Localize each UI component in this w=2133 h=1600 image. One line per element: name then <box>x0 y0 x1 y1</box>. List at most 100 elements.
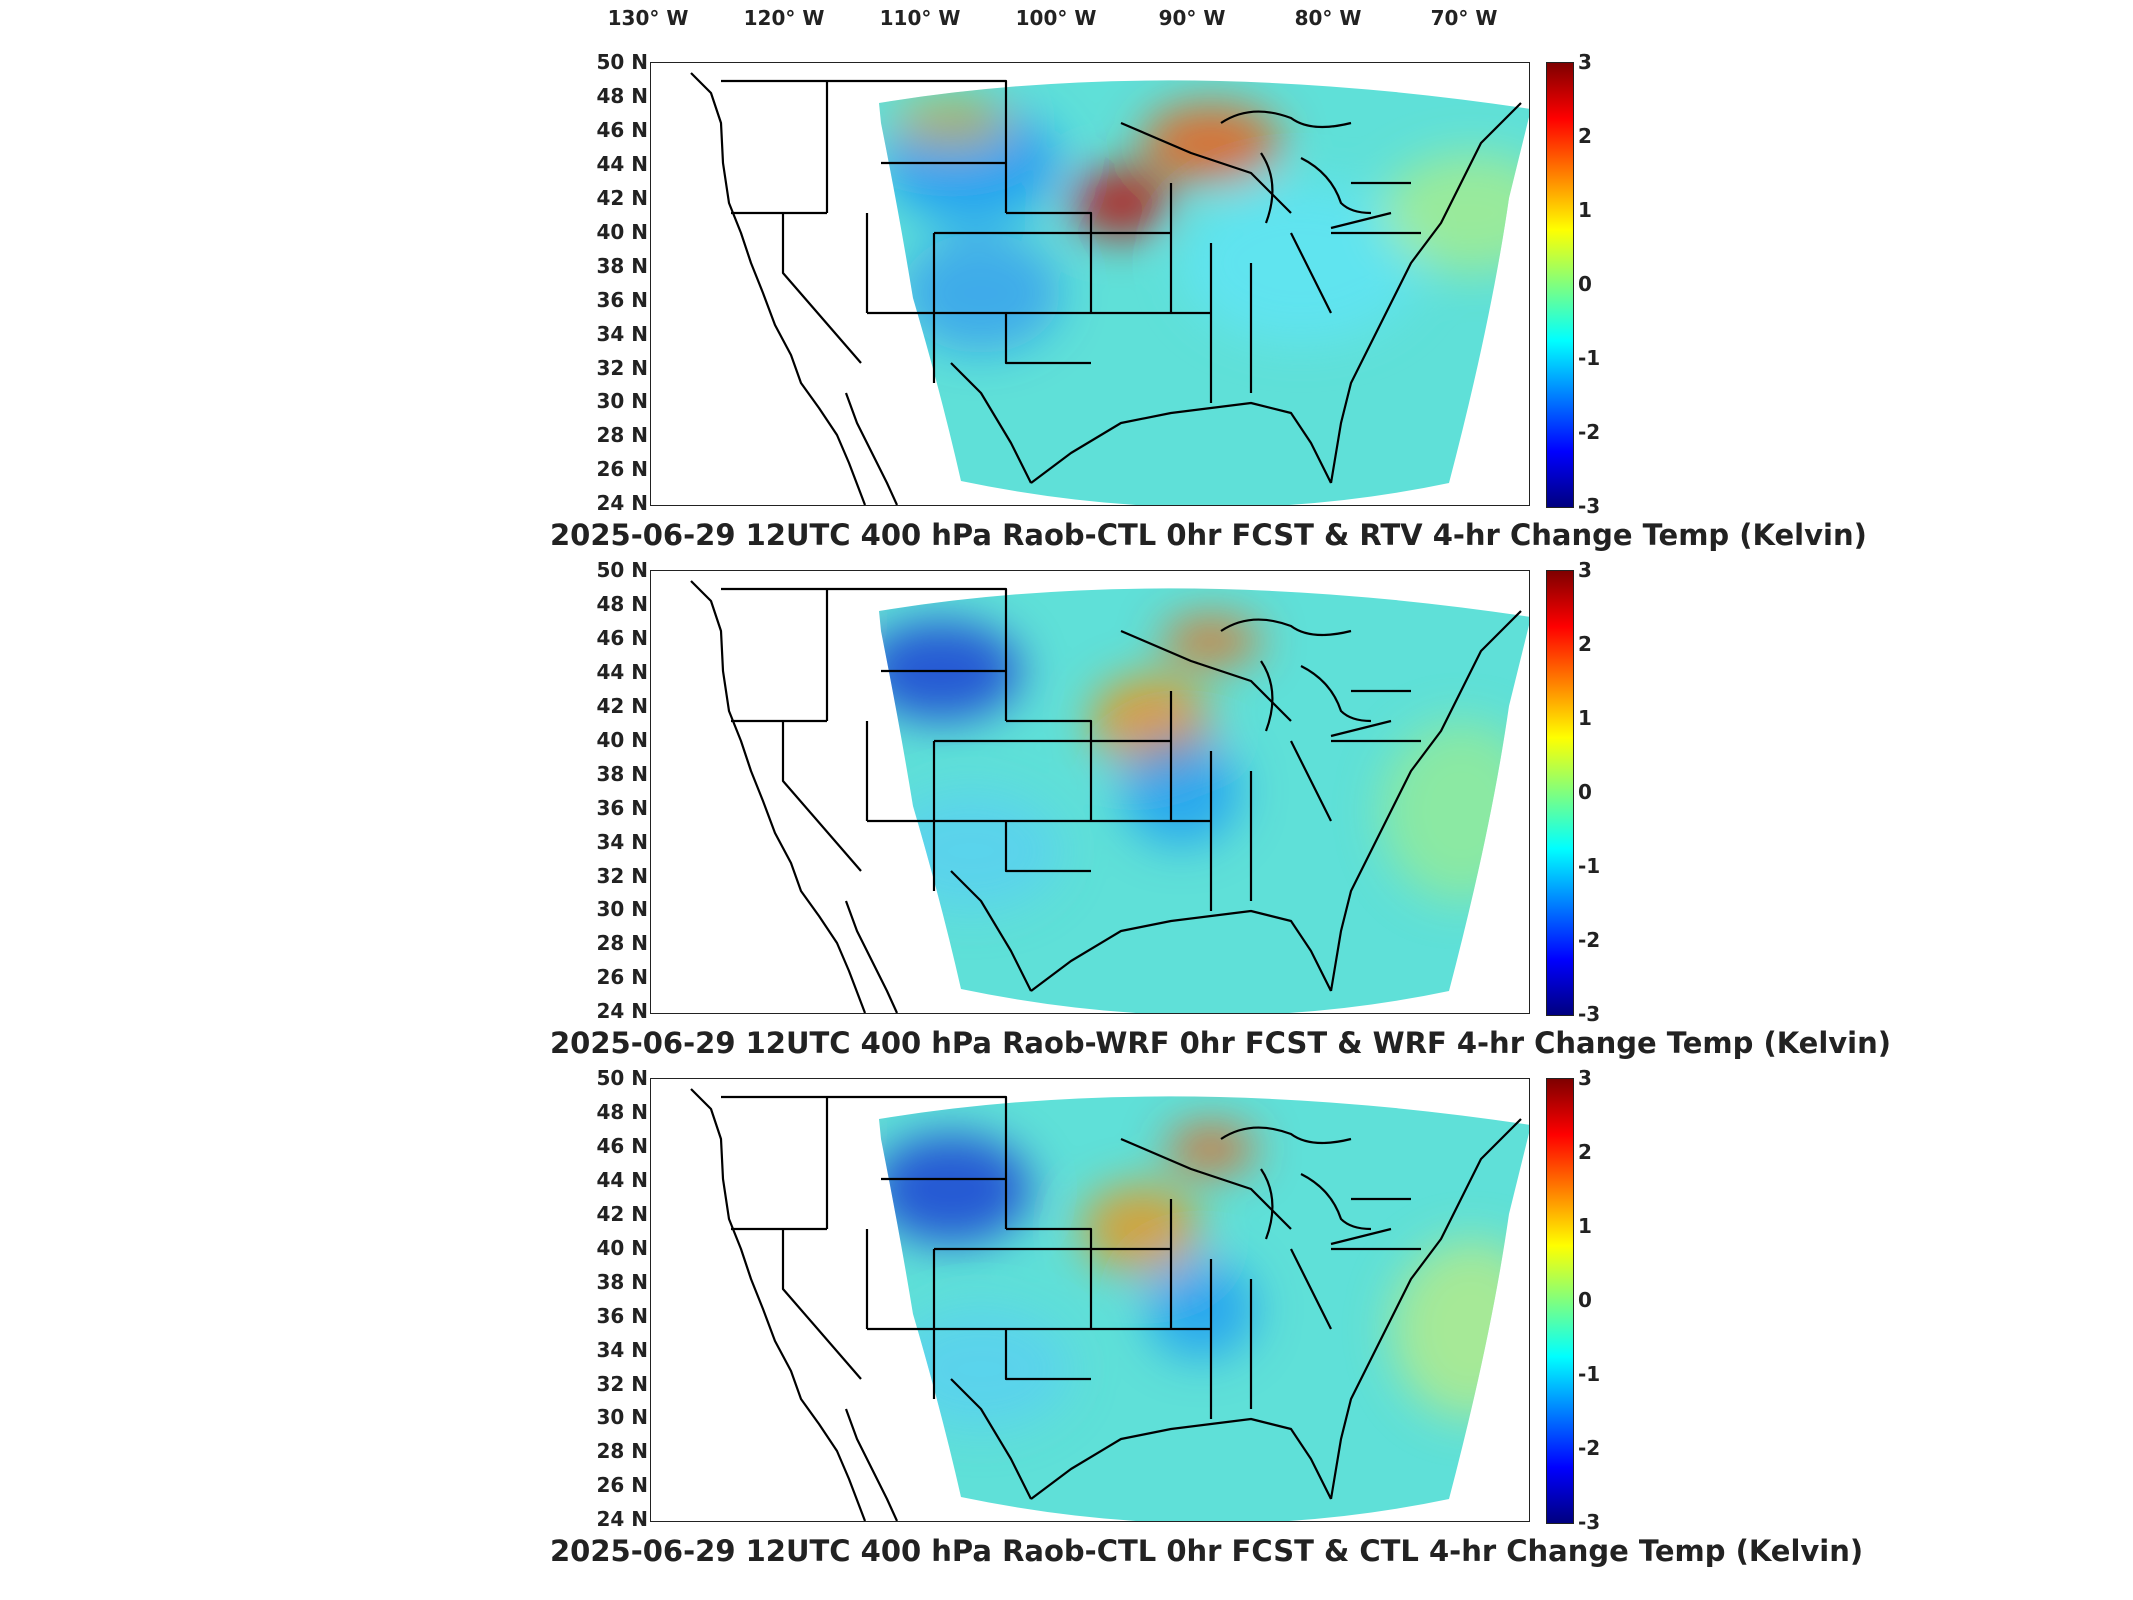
lat-label: 40 N <box>596 727 648 752</box>
map-panel-3: 50 N 48 N 46 N 44 N 42 N 40 N 38 N 36 N 34 N 32 N… <box>550 1066 1864 1571</box>
great-lakes <box>1220 110 1392 230</box>
lat-label: 28 N <box>596 423 648 448</box>
lat-label: 32 N <box>596 1371 648 1396</box>
anomaly-region <box>1081 1184 1201 1274</box>
lat-label: 24 N <box>596 999 648 1024</box>
colorbar-tick: -3 <box>1578 1510 1601 1534</box>
anomaly-region <box>1146 1259 1256 1359</box>
anomaly-region <box>1121 736 1241 846</box>
map-panel-2: 50 N 48 N 46 N 44 N 42 N 40 N 38 N 36 N 34 N 32 N… <box>550 558 1892 1063</box>
lat-label: 42 N <box>596 693 648 718</box>
colorbar-tick: 1 <box>1578 198 1592 222</box>
latitude-axis: 50 N 48 N 46 N 44 N 42 N 40 N 38 N 36 N 34 N 32 N… <box>550 1066 648 1531</box>
lat-label: 44 N <box>596 151 648 176</box>
colorbar-tick: 3 <box>1578 558 1592 582</box>
colorbar <box>1546 62 1574 508</box>
panel-title: 2025-06-29 12UTC 400 hPa Raob-CTL 0hr FC… <box>550 1534 1864 1568</box>
colorbar-tick: 3 <box>1578 50 1592 74</box>
map-panel-1: 50 N 48 N 46 N 44 N 42 N 40 N 38 N 36 N 34 N 32 N… <box>550 50 1867 555</box>
lat-label: 30 N <box>596 1405 648 1430</box>
state-boundaries <box>690 580 1522 1013</box>
great-lakes <box>1220 1126 1392 1246</box>
lat-label: 48 N <box>596 591 648 616</box>
lon-label: 70° W <box>1430 6 1498 30</box>
temperature-map <box>650 570 1530 1014</box>
colorbar-tick: 2 <box>1578 124 1592 148</box>
longitude-axis: 130° W 120° W 110° W 100° W 90° W 80° W … <box>608 6 1528 36</box>
latitude-axis: 50 N 48 N 46 N 44 N 42 N 40 N 38 N 36 N 34 N 32 N… <box>550 50 648 515</box>
colorbar-tick: 2 <box>1578 632 1592 656</box>
lat-label: 24 N <box>596 491 648 516</box>
lat-label: 34 N <box>596 321 648 346</box>
temperature-map <box>650 62 1530 506</box>
latitude-axis: 50 N 48 N 46 N 44 N 42 N 40 N 38 N 36 N 34 N 32 N… <box>550 558 648 1023</box>
colorbar-tick: -3 <box>1578 1002 1601 1026</box>
lat-label: 44 N <box>596 1167 648 1192</box>
lat-label: 32 N <box>596 863 648 888</box>
lat-label: 26 N <box>596 965 648 990</box>
anomaly-region <box>881 791 1061 911</box>
lat-label: 28 N <box>596 931 648 956</box>
lat-label: 38 N <box>596 253 648 278</box>
state-boundaries <box>690 1088 1522 1521</box>
colorbar-tick: 1 <box>1578 706 1592 730</box>
lat-label: 40 N <box>596 219 648 244</box>
lon-label: 90° W <box>1158 6 1226 30</box>
lat-label: 42 N <box>596 1201 648 1226</box>
colorbar-tick: 0 <box>1578 780 1592 804</box>
lat-label: 36 N <box>596 1303 648 1328</box>
colorbar-tick: -1 <box>1578 854 1601 878</box>
anomaly-region <box>1166 1124 1256 1174</box>
colorbar-tick: 0 <box>1578 1288 1592 1312</box>
lat-label: 24 N <box>596 1507 648 1532</box>
lat-label: 26 N <box>596 457 648 482</box>
lat-label: 32 N <box>596 355 648 380</box>
state-boundaries <box>690 72 1522 505</box>
colorbar-tick: -1 <box>1578 1362 1601 1386</box>
lat-label: 30 N <box>596 897 648 922</box>
lat-label: 28 N <box>596 1439 648 1464</box>
panel-title: 2025-06-29 12UTC 400 hPa Raob-CTL 0hr FC… <box>550 518 1867 552</box>
lat-label: 38 N <box>596 1269 648 1294</box>
lon-label: 100° W <box>1015 6 1097 30</box>
colorbar-tick: 0 <box>1578 272 1592 296</box>
lat-label: 34 N <box>596 1337 648 1362</box>
lat-label: 50 N <box>596 1066 648 1090</box>
lat-label: 26 N <box>596 1473 648 1498</box>
anomaly-region <box>1161 616 1261 666</box>
anomaly-region <box>901 233 1061 353</box>
colorbar-tick: -2 <box>1578 1436 1601 1460</box>
panel-title: 2025-06-29 12UTC 400 hPa Raob-WRF 0hr FC… <box>550 1026 1892 1060</box>
anomaly-region <box>761 1109 841 1149</box>
lat-label: 48 N <box>596 1099 648 1124</box>
anomaly-region <box>761 601 841 641</box>
lat-label: 38 N <box>596 761 648 786</box>
lon-label: 80° W <box>1294 6 1362 30</box>
colorbar-tick: -2 <box>1578 928 1601 952</box>
lat-label: 40 N <box>596 1235 648 1260</box>
anomaly-region <box>879 1134 1031 1244</box>
lon-label: 120° W <box>743 6 825 30</box>
lat-label: 46 N <box>596 1133 648 1158</box>
lon-label: 130° W <box>607 6 689 30</box>
lat-label: 50 N <box>596 558 648 582</box>
colorbar-tick: -1 <box>1578 346 1601 370</box>
lat-label: 36 N <box>596 795 648 820</box>
lat-label: 34 N <box>596 829 648 854</box>
lat-label: 44 N <box>596 659 648 684</box>
colorbar-tick: 2 <box>1578 1140 1592 1164</box>
lat-label: 36 N <box>596 287 648 312</box>
great-lakes <box>1220 618 1392 738</box>
lat-label: 46 N <box>596 625 648 650</box>
temperature-map <box>650 1078 1530 1522</box>
lat-label: 30 N <box>596 389 648 414</box>
colorbar-tick: 1 <box>1578 1214 1592 1238</box>
lon-label: 110° W <box>879 6 961 30</box>
lat-label: 42 N <box>596 185 648 210</box>
anomaly-region <box>1071 168 1171 238</box>
anomaly-region <box>1181 183 1421 343</box>
colorbar-tick: -2 <box>1578 420 1601 444</box>
colorbar <box>1546 1078 1574 1524</box>
lat-label: 48 N <box>596 83 648 108</box>
lat-label: 50 N <box>596 50 648 74</box>
